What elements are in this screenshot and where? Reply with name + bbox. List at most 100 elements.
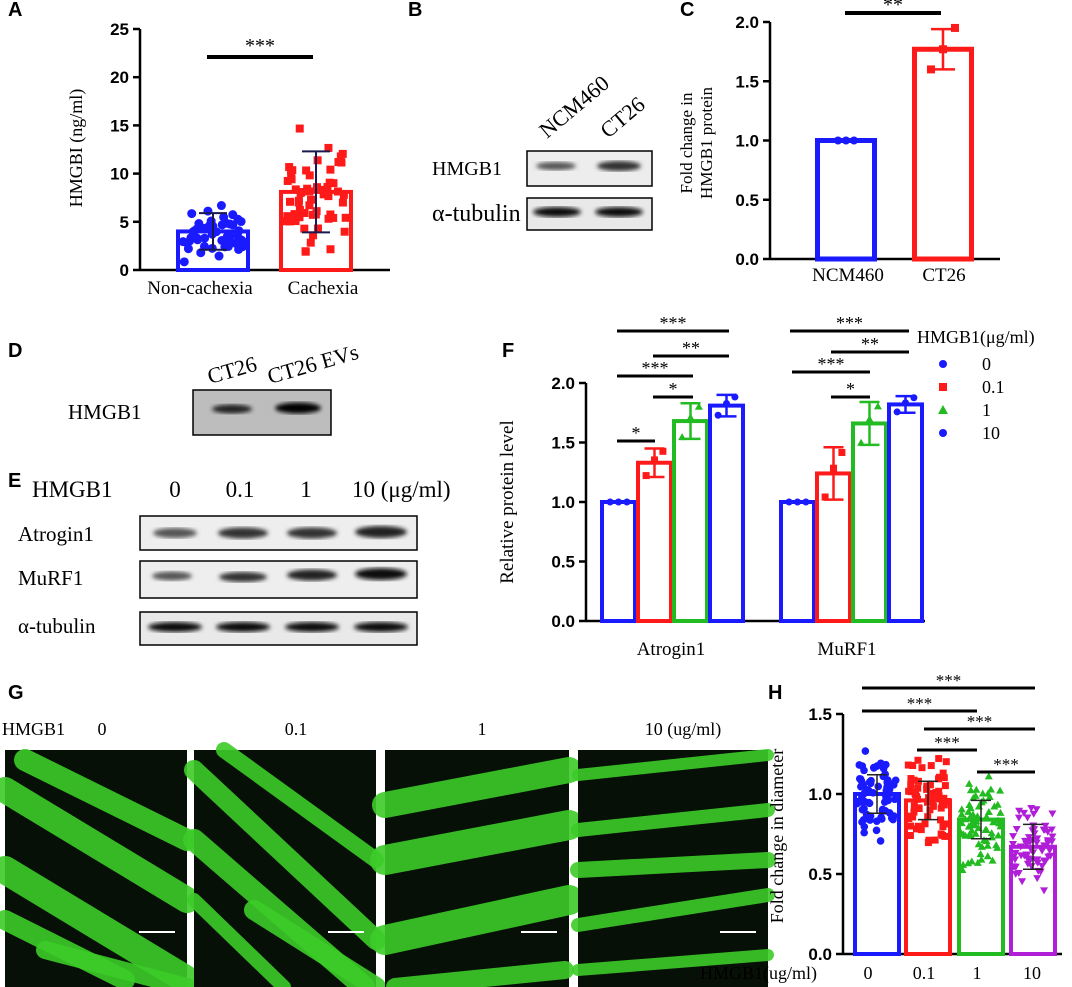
panel-h-data-point bbox=[977, 842, 986, 850]
panel-a-y-tick-label: 5 bbox=[120, 213, 129, 232]
panel-h-category-10: 10 bbox=[1023, 963, 1041, 983]
panel-f-data-point bbox=[873, 402, 882, 410]
panel-a-data-point bbox=[237, 242, 247, 252]
panel-h-data-point bbox=[858, 805, 867, 814]
panel-h-data-point bbox=[1038, 863, 1047, 871]
panel-h-data-point bbox=[976, 850, 985, 858]
panel-h-data-point bbox=[914, 784, 922, 792]
blot-band bbox=[354, 622, 408, 632]
panel-h-data-point bbox=[1032, 806, 1041, 814]
panel-h-data-point bbox=[891, 776, 900, 785]
panel-h-data-point bbox=[1026, 838, 1035, 846]
panel-h-data-point bbox=[1025, 858, 1034, 866]
muscle-fiber bbox=[0, 777, 200, 913]
panel-e: E HMGB1 0 0.1 1 10 (μg/ml) Atrogin1 MuRF… bbox=[8, 470, 451, 646]
panel-a-data-point bbox=[303, 184, 312, 193]
panel-c-y-tick-label: 0.5 bbox=[735, 191, 759, 210]
panel-g: G HMGB1 0 0.1 1 10 (ug/ml) bbox=[0, 682, 776, 987]
panel-h-data-point bbox=[1017, 852, 1026, 860]
panel-b-letter: B bbox=[408, 0, 422, 21]
panel-f-legend-label: 0.1 bbox=[982, 377, 1005, 397]
panel-f-data-point bbox=[723, 399, 730, 407]
blot-band bbox=[218, 527, 268, 539]
panel-a-data-point bbox=[308, 210, 317, 219]
panel-h-data-point bbox=[957, 828, 966, 836]
panel-h-data-point bbox=[967, 826, 976, 834]
panel-h-data-point bbox=[926, 781, 934, 789]
blot-band bbox=[152, 571, 192, 581]
panel-a-data-point bbox=[287, 175, 296, 184]
panel-h-sig-label: *** bbox=[967, 712, 993, 731]
panel-h-data-point bbox=[859, 781, 868, 789]
blot-band bbox=[355, 568, 407, 580]
panel-f-sig-label: *** bbox=[836, 313, 863, 333]
panel-d-row-hmgb1: HMGB1 bbox=[68, 400, 142, 424]
panel-a-data-point bbox=[285, 217, 294, 226]
panel-h-data-point bbox=[1047, 826, 1056, 834]
panel-h-data-point bbox=[876, 837, 885, 845]
panel-h-data-point bbox=[1011, 856, 1020, 864]
panel-h-sig-label: *** bbox=[934, 733, 960, 752]
panel-a-data-point bbox=[301, 247, 310, 256]
panel-f-legend-marker bbox=[939, 429, 947, 437]
panel-a-data-point bbox=[222, 232, 232, 242]
panel-e-letter: E bbox=[8, 470, 21, 492]
panel-h-data-point bbox=[957, 810, 966, 818]
muscle-fiber bbox=[370, 885, 584, 955]
panel-f-sig-label: * bbox=[632, 423, 641, 443]
blot-band bbox=[212, 404, 252, 414]
panel-h-data-point bbox=[930, 791, 938, 799]
panel-f-data-point bbox=[838, 448, 846, 456]
panel-f-sig-label: * bbox=[669, 379, 678, 399]
panel-b-row-tubulin: α-tubulin bbox=[432, 201, 521, 227]
panel-h-data-point bbox=[966, 804, 975, 812]
panel-h-data-point bbox=[990, 802, 999, 810]
panel-f-data-point bbox=[893, 408, 901, 416]
panel-f-sig-label: *** bbox=[660, 313, 687, 333]
panel-a-data-point bbox=[228, 210, 238, 220]
panel-a-ylabel: HMGBI (ng/ml) bbox=[66, 89, 87, 208]
panel-f-data-point bbox=[902, 399, 909, 407]
panel-h-data-point bbox=[915, 805, 923, 813]
panel-e-row-murf1: MuRF1 bbox=[18, 566, 83, 590]
panel-h-data-point bbox=[937, 816, 945, 824]
panel-a-data-point bbox=[307, 195, 316, 204]
panel-h-data-point bbox=[967, 832, 976, 840]
panel-h-data-point bbox=[935, 787, 943, 795]
panel-h-data-point bbox=[1033, 835, 1042, 843]
panel-a-data-point bbox=[305, 171, 314, 180]
panel-f-plot bbox=[584, 383, 925, 624]
panel-h-data-point bbox=[1014, 814, 1023, 822]
panel-a-plot bbox=[138, 29, 390, 273]
panel-a-y-tick-label: 25 bbox=[110, 20, 129, 39]
panel-a-data-point bbox=[206, 216, 216, 226]
panel-h-data-point bbox=[966, 786, 975, 794]
panel-h-data-point bbox=[964, 859, 973, 867]
blot-band bbox=[287, 569, 337, 581]
panel-h-xlabel: HMGB1(ug/ml) bbox=[700, 963, 817, 984]
panel-h-data-point bbox=[858, 818, 866, 826]
panel-b: B NCM460 CT26 HMGB1 α-tubulin bbox=[408, 0, 653, 231]
panel-c-plot bbox=[768, 22, 1000, 262]
panel-f-legend-marker bbox=[938, 405, 948, 414]
blot-band bbox=[216, 622, 270, 632]
panel-h-data-point bbox=[961, 815, 970, 823]
panel-h-data-point bbox=[910, 808, 918, 816]
panel-c-data-point bbox=[850, 136, 858, 145]
panel-h-data-point bbox=[941, 782, 949, 790]
panel-h-data-point bbox=[1041, 822, 1050, 830]
panel-f-y-tick-label: 1.5 bbox=[551, 434, 575, 453]
panel-c-data-point bbox=[834, 136, 842, 145]
panel-h-data-point bbox=[904, 761, 912, 769]
panel-h-data-point bbox=[889, 815, 897, 824]
muscle-fiber bbox=[14, 749, 198, 851]
panel-c-bar bbox=[912, 46, 974, 262]
panel-h-data-point bbox=[988, 856, 997, 864]
panel-h-data-point bbox=[907, 822, 915, 830]
panel-c-ylabel-line2: HMGB1 protein bbox=[697, 87, 716, 199]
panel-h-data-point bbox=[937, 804, 945, 812]
panel-a-data-point bbox=[338, 198, 347, 207]
blot-band bbox=[148, 622, 202, 632]
muscle-fiber bbox=[572, 749, 774, 781]
panel-a-data-point bbox=[200, 233, 210, 243]
